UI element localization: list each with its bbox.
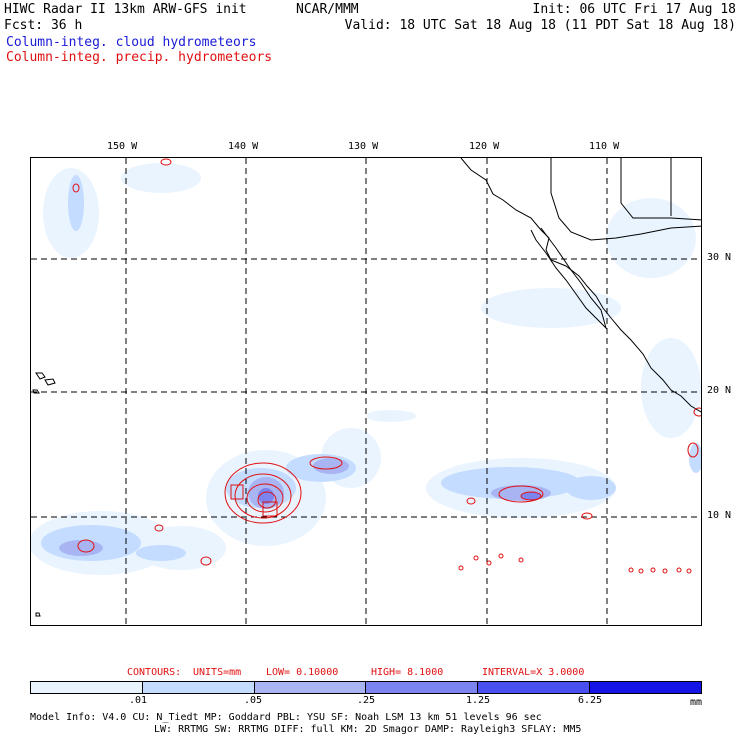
color-bin-4 [478, 682, 591, 693]
lon-label-150w: 150 W [107, 141, 138, 152]
lat-label-20n: 20 N [707, 385, 732, 396]
contours-label: CONTOURS: [127, 667, 182, 678]
precip-contours [72, 158, 701, 574]
forecast-hour: Fcst: 36 h [4, 18, 83, 33]
map-panel [30, 157, 702, 626]
contours-interval: INTERVAL=X 3.0000 [482, 667, 585, 678]
model-info-line2: LW: RRTMG SW: RRTMG DIFF: full KM: 2D Sm… [154, 724, 582, 735]
field-cloud-label: Column-integ. cloud hydrometeors [6, 35, 257, 50]
color-bin-3 [366, 682, 479, 693]
contours-low: LOW= 0.10000 [266, 667, 339, 678]
contours-units: UNITS=mm [193, 667, 242, 678]
valid-time: Valid: 18 UTC Sat 18 Aug 18 (11 PDT Sat … [344, 18, 736, 33]
colorbar-tick-0: .01 [128, 695, 148, 706]
lon-label-110w: 110 W [589, 141, 620, 152]
lat-label-10n: 10 N [707, 510, 732, 521]
colorbar-tick-3: 1.25 [465, 695, 491, 706]
color-bin-0 [31, 682, 143, 693]
color-bin-2 [254, 682, 367, 693]
contours-high: HIGH= 8.1000 [371, 667, 444, 678]
colorbar-tick-4: 6.25 [577, 695, 603, 706]
color-scale-bar [30, 681, 702, 694]
colorbar-tick-1: .05 [243, 695, 263, 706]
init-time: Init: 06 UTC Fri 17 Aug 18 [532, 2, 737, 17]
color-bin-5 [590, 682, 701, 693]
model-info-line1: Model Info: V4.0 CU: N_Tiedt MP: Goddard… [30, 712, 542, 723]
lon-label-130w: 130 W [348, 141, 379, 152]
map-canvas [31, 158, 701, 625]
coastline [32, 158, 701, 617]
lat-label-30n: 30 N [707, 252, 732, 263]
data-center: NCAR/MMM [296, 2, 359, 17]
cloud-light-shading [31, 163, 701, 575]
lat-lon-grid [31, 158, 701, 625]
colorbar-tick-2: .25 [356, 695, 376, 706]
lon-label-120w: 120 W [469, 141, 500, 152]
plot-title: HIWC Radar II 13km ARW-GFS init [4, 2, 247, 17]
lon-label-140w: 140 W [228, 141, 259, 152]
colorbar-unit: mm [690, 697, 703, 708]
color-bin-1 [142, 682, 255, 693]
field-precip-label: Column-integ. precip. hydrometeors [6, 50, 273, 65]
